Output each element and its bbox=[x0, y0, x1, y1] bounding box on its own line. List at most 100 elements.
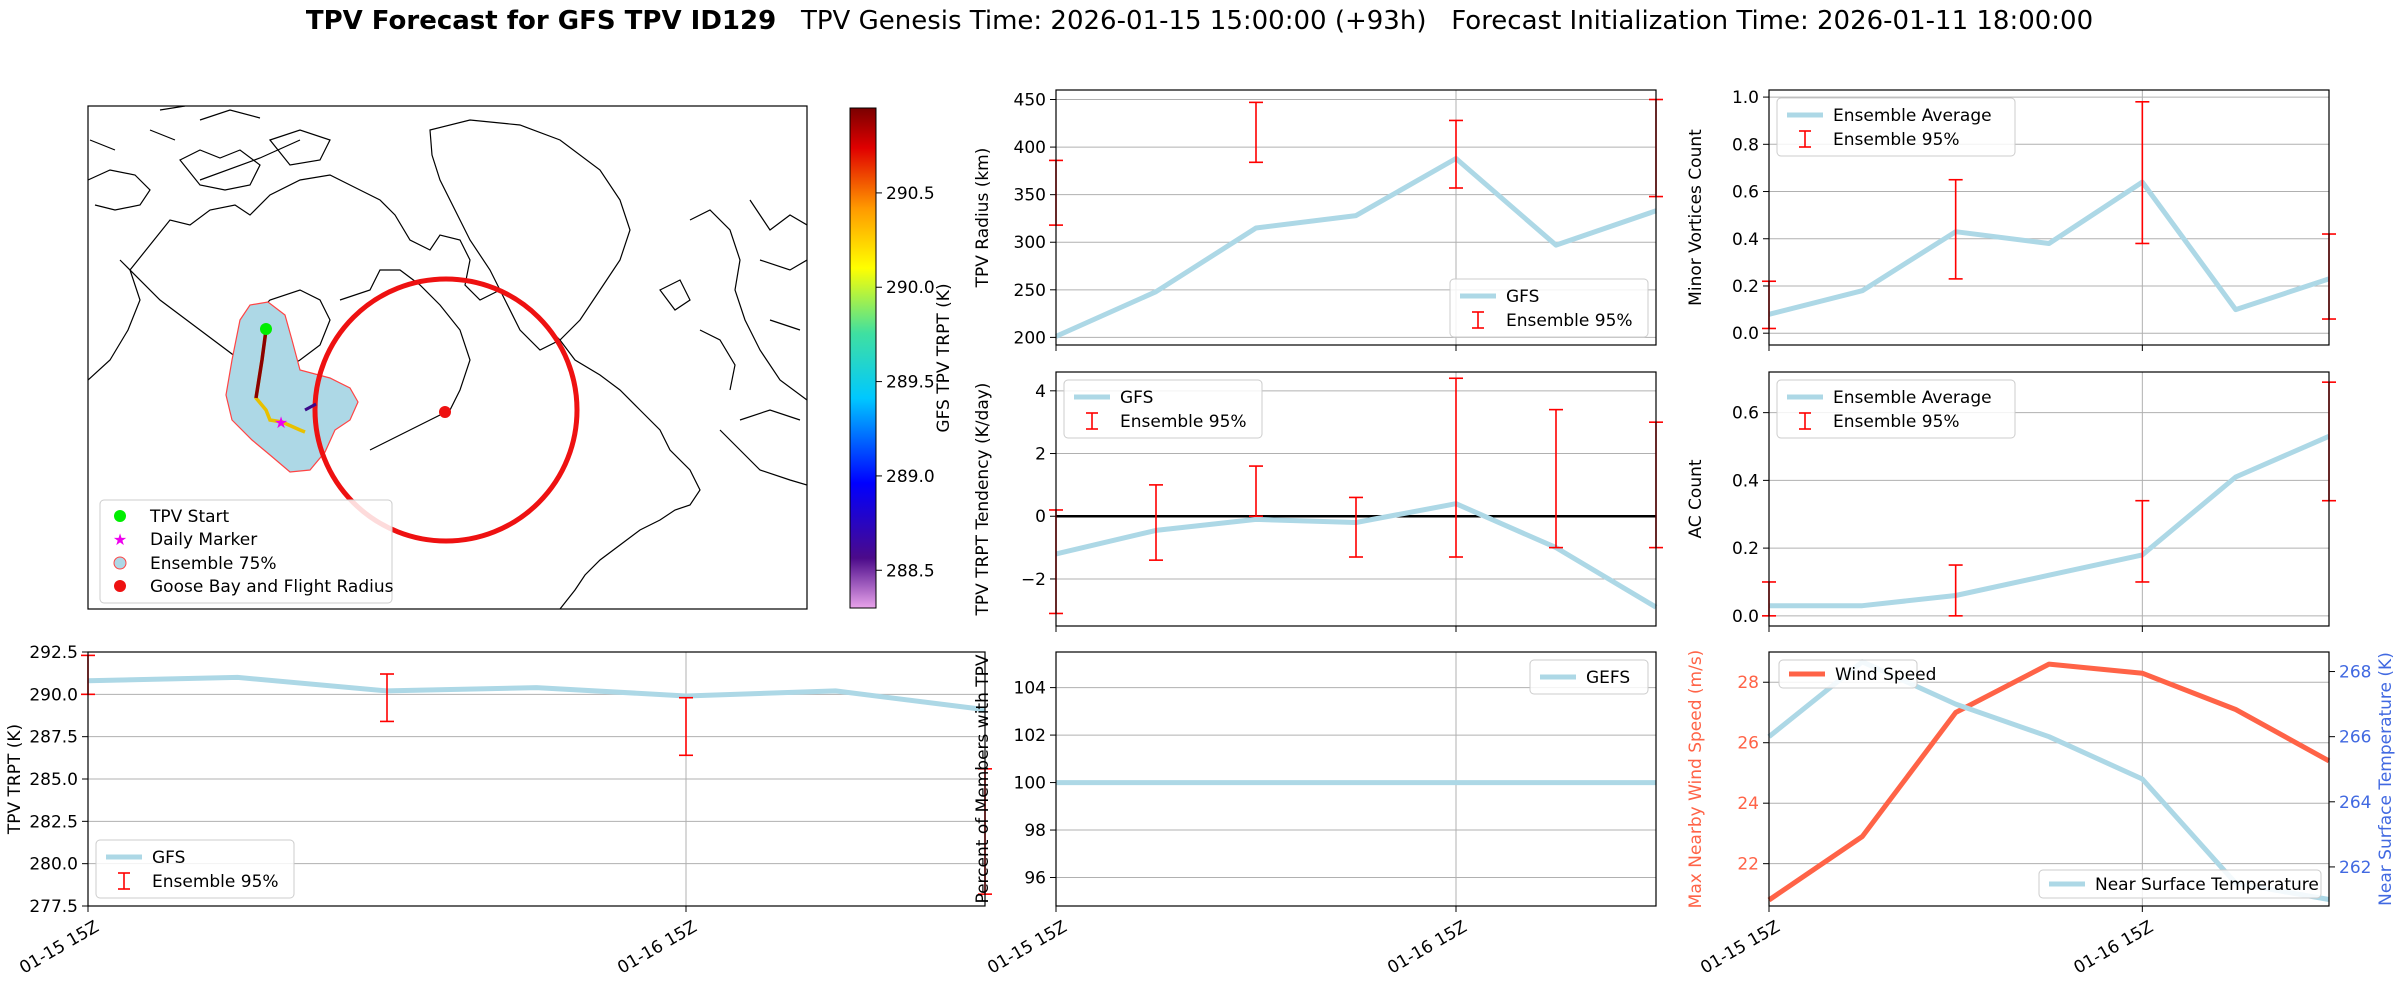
y2-tick-label: 262 bbox=[2339, 858, 2371, 878]
colorbar-tick-label: 289.5 bbox=[886, 373, 935, 393]
error-bar bbox=[1549, 408, 1563, 549]
goose-bay-marker bbox=[439, 406, 451, 418]
legend-ensemble-75: Ensemble 75% bbox=[150, 554, 277, 574]
coastline-north-america bbox=[88, 174, 701, 609]
y-tick-label: 277.5 bbox=[29, 897, 78, 917]
error-bar bbox=[1349, 496, 1363, 558]
y-tick-label: 285.0 bbox=[29, 770, 78, 790]
panel-members: 96 98 100 102 104 01-15 15Z 01-16 15Z Percent o… bbox=[973, 651, 1657, 978]
y-tick-label: 290.0 bbox=[29, 685, 78, 705]
y-tick-label: 250 bbox=[1014, 281, 1046, 301]
error-bar bbox=[380, 673, 394, 723]
y-axis-label: TPV Radius (km) bbox=[973, 148, 993, 289]
colorbar-tick-label: 290.5 bbox=[886, 184, 935, 204]
y-tick-label: 0.0 bbox=[1732, 607, 1759, 627]
legend-tpv-start-icon bbox=[114, 510, 126, 522]
y-tick-label: 22 bbox=[1737, 855, 1759, 875]
panel-minor: 0.0 0.2 0.4 0.6 0.8 1.0 Minor Vortices Count En… bbox=[1686, 88, 2336, 351]
coastline-europe-borders bbox=[739, 199, 807, 421]
error-bar bbox=[679, 696, 693, 757]
tpv-track-end bbox=[304, 402, 317, 412]
y-tick-label: 102 bbox=[1014, 726, 1046, 746]
legend: GFS Ensemble 95% bbox=[1063, 379, 1263, 439]
tpv-track-start bbox=[254, 329, 268, 399]
y-tick-label: 96 bbox=[1024, 869, 1046, 889]
flight-radius-circle bbox=[312, 276, 580, 544]
x-tick-label: 01-16 15Z bbox=[2071, 917, 2157, 978]
coastline-arctic-islands bbox=[159, 106, 331, 191]
y-tick-label: 450 bbox=[1014, 91, 1046, 111]
legend-goose-bay: Goose Bay and Flight Radius bbox=[150, 577, 394, 597]
colorbar-label: GFS TPV TRPT (K) bbox=[934, 283, 954, 432]
y-tick-label: 287.5 bbox=[29, 728, 78, 748]
axes-frame bbox=[87, 651, 986, 907]
y-axis-label: Percent of Members with TPV bbox=[973, 654, 993, 903]
map-panel: ★ TPV Start ★ Daily Marker Ensemble 75% … bbox=[87, 105, 954, 610]
y-tick-label: 400 bbox=[1014, 138, 1046, 158]
y-axis-label: Max Nearby Wind Speed (m/s) bbox=[1686, 650, 1706, 909]
y-axis-label: TPV TRPT (K) bbox=[5, 724, 25, 835]
legend-label: Ensemble 95% bbox=[152, 872, 279, 892]
series-line-0 bbox=[87, 674, 986, 713]
panel-trpt: 277.5 280.0 282.5 285.0 287.5 290.0 292.5 01-15… bbox=[5, 643, 992, 978]
axes-frame bbox=[1768, 651, 2330, 907]
series-line-0 bbox=[1767, 661, 2331, 903]
error-bar bbox=[1449, 119, 1463, 189]
legend: GFS Ensemble 95% bbox=[1449, 278, 1649, 338]
y-tick-label: 100 bbox=[1014, 774, 1046, 794]
error-bar bbox=[1149, 484, 1163, 561]
x-tick-label: 01-16 15Z bbox=[614, 917, 700, 978]
y-tick-label: 0.4 bbox=[1732, 230, 1759, 250]
legend-label: Ensemble 95% bbox=[1833, 130, 1960, 150]
figure-title-rest: TPV Genesis Time: 2026-01-15 15:00:00 (+… bbox=[776, 6, 2094, 36]
axes-frame bbox=[1768, 89, 2330, 346]
x-tick-label: 01-15 15Z bbox=[1697, 917, 1783, 978]
error-bar bbox=[1449, 377, 1463, 558]
error-bar bbox=[1249, 101, 1263, 164]
series-line-0 bbox=[1768, 179, 2330, 317]
legend-label: GEFS bbox=[1586, 668, 1630, 688]
colorbar-tick-label: 289.0 bbox=[886, 467, 935, 487]
legend-label: GFS bbox=[1120, 388, 1153, 408]
colorbar-tick-label: 290.0 bbox=[886, 278, 935, 298]
error-bar bbox=[1948, 178, 1963, 280]
legend: GFS Ensemble 95% bbox=[95, 839, 295, 899]
coastlines bbox=[88, 106, 807, 609]
panel-wind_temp: 22 24 26 28 01-15 15Z 01-16 15Z Max Nearby Win… bbox=[1686, 650, 2396, 979]
y-tick-label: 24 bbox=[1737, 794, 1759, 814]
coastline-labrador bbox=[339, 269, 471, 451]
arctic-line bbox=[199, 139, 301, 181]
legend-label: Ensemble 95% bbox=[1833, 412, 1960, 432]
series-line-0 bbox=[1054, 156, 1657, 339]
x-tick-label: 01-15 15Z bbox=[984, 917, 1070, 978]
y-tick-label: 350 bbox=[1014, 186, 1046, 206]
y2-axis-label: Near Surface Temperature (K) bbox=[2376, 652, 2396, 906]
legend-ensemble-icon bbox=[113, 556, 127, 570]
y-tick-label: 0.6 bbox=[1732, 404, 1759, 424]
legend: Ensemble Average Ensemble 95% bbox=[1776, 97, 2016, 157]
axes-frame bbox=[1768, 371, 2330, 627]
panel-radius: 200 250 300 350 400 450 TPV Radius (km) GFS Ense… bbox=[973, 89, 1663, 351]
y-tick-label: 104 bbox=[1014, 679, 1046, 699]
error-bar bbox=[2135, 101, 2150, 245]
legend-wind: Wind Speed bbox=[1778, 659, 1936, 689]
y-tick-label: −2 bbox=[1021, 570, 1046, 590]
coastline-europe bbox=[659, 209, 807, 486]
y-axis-label: TPV TRPT Tendency (K/day) bbox=[973, 383, 993, 617]
colorbar-gradient bbox=[849, 107, 877, 609]
axes-frame bbox=[1055, 371, 1657, 627]
y-tick-label: 282.5 bbox=[29, 812, 78, 832]
y2-tick-label: 264 bbox=[2339, 793, 2371, 813]
legend-temperature: Near Surface Temperature bbox=[2038, 869, 2322, 899]
legend-label: Near Surface Temperature bbox=[2095, 875, 2319, 895]
y-tick-label: 0.6 bbox=[1732, 183, 1759, 203]
y-tick-label: 0 bbox=[1035, 507, 1046, 527]
y2-tick-label: 266 bbox=[2339, 728, 2371, 748]
axes-frame bbox=[1055, 651, 1657, 907]
error-bar bbox=[1249, 465, 1263, 518]
error-bar bbox=[2135, 499, 2150, 583]
y-tick-label: 26 bbox=[1737, 734, 1759, 754]
legend-label: Ensemble Average bbox=[1833, 388, 1992, 408]
